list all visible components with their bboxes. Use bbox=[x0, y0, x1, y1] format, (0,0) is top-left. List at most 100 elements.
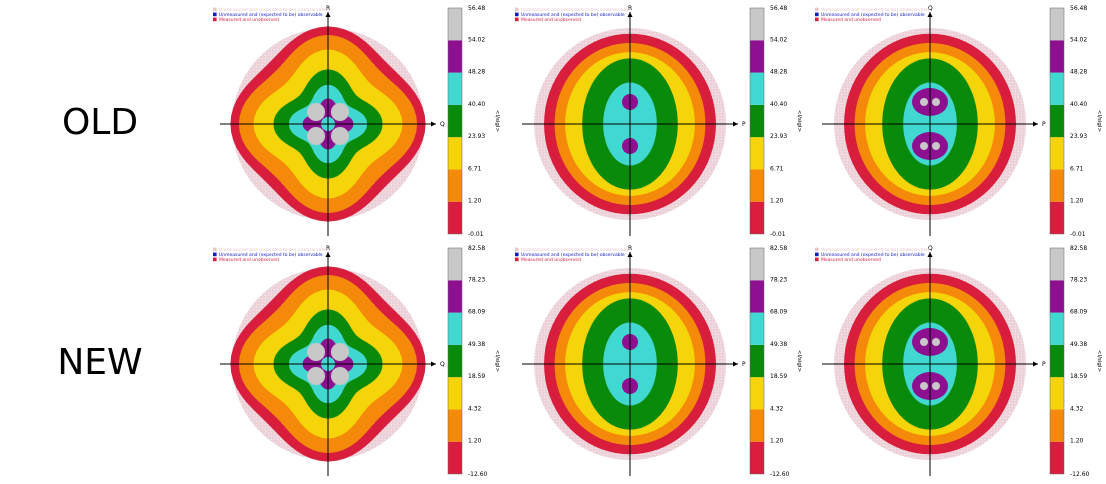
legend-measured-swatch-0 bbox=[213, 17, 217, 22]
colorbar-tick-4-0: -12.60 bbox=[770, 471, 790, 478]
colorbar-tick-0-3: 23.93 bbox=[468, 133, 485, 140]
colorbar-tick-1-4: 40.40 bbox=[770, 101, 787, 108]
colorbar-frame-2 bbox=[1049, 7, 1065, 235]
colorbar-tick-3-4: 49.38 bbox=[468, 341, 485, 348]
colorbar-tick-3-3: 18.59 bbox=[468, 373, 485, 380]
colorbar-tick-2-1: 1.20 bbox=[1070, 198, 1084, 205]
legend-unobservable-1: Unmeasured and (expected to be) unobserv… bbox=[521, 7, 631, 13]
colorbar-tick-1-3: 23.93 bbox=[770, 133, 787, 140]
legend-measured-3: Measured and unobserved bbox=[219, 257, 279, 263]
colorbar-segment-4-6 bbox=[750, 248, 764, 281]
row-label-old: OLD bbox=[61, 102, 139, 143]
core-lobe-0-3 bbox=[331, 127, 349, 145]
colorbar-tick-2-0: -0.01 bbox=[1070, 231, 1086, 238]
colorbar-segment-1-2 bbox=[750, 137, 764, 170]
colorbar-segment-2-6 bbox=[1050, 8, 1064, 41]
v-axis-arrow-5 bbox=[927, 252, 933, 257]
colorbar-segment-5-6 bbox=[1050, 248, 1064, 281]
colorbar-tick-1-6: 54.02 bbox=[770, 36, 787, 43]
legend-measured-swatch-2 bbox=[815, 17, 819, 22]
colorbar-segment-2-2 bbox=[1050, 137, 1064, 170]
colorbar-tick-1-7: 56.48 bbox=[770, 5, 787, 12]
legend-measured-swatch-5 bbox=[815, 257, 819, 262]
colorbar-segment-3-4 bbox=[448, 312, 462, 345]
colorbar-tick-0-1: 1.20 bbox=[468, 198, 482, 205]
colorbar-segment-3-0 bbox=[448, 441, 462, 474]
h-axis-arrow-4 bbox=[733, 361, 738, 367]
colorbar-tick-4-2: 4.32 bbox=[770, 405, 784, 412]
colorbar-segment-2-0 bbox=[1050, 201, 1064, 234]
colorbar-segment-4-0 bbox=[750, 441, 764, 474]
colorbar-segment-0-0 bbox=[448, 201, 462, 234]
legend-measured-0: Measured and unobserved bbox=[219, 17, 279, 23]
colorbar-label-2: <I/sigI> bbox=[1096, 110, 1102, 133]
legend-observable-swatch-4 bbox=[515, 252, 519, 257]
colorbar-frame-5 bbox=[1049, 247, 1065, 475]
legend-measured-swatch-1 bbox=[515, 17, 519, 22]
legend-measured-4: Measured and unobserved bbox=[521, 257, 581, 263]
colorbar-tick-0-6: 54.02 bbox=[468, 36, 485, 43]
colorbar-segment-0-3 bbox=[448, 104, 462, 138]
colorbar-tick-5-0: -12.60 bbox=[1070, 471, 1090, 478]
h-axis-label-5: P bbox=[1042, 361, 1046, 368]
legend-unobservable-4: Unmeasured and (expected to be) unobserv… bbox=[521, 247, 631, 253]
core-heart-hole-b-5-0 bbox=[932, 338, 940, 346]
legend-observable-swatch-5 bbox=[815, 252, 819, 257]
colorbar-tick-2-5: 48.28 bbox=[1070, 69, 1087, 76]
colorbar-segment-1-6 bbox=[750, 8, 764, 41]
colorbar-segment-2-1 bbox=[1050, 169, 1064, 202]
colorbar-frame-4 bbox=[749, 247, 765, 475]
colorbar-segment-2-4 bbox=[1050, 72, 1064, 105]
core-heart-hole-a-5-0 bbox=[920, 338, 928, 346]
legend-unobservable-swatch-5 bbox=[815, 247, 819, 252]
core-heart-hole-a-5-1 bbox=[920, 382, 928, 390]
v-axis-label-5: Q bbox=[928, 245, 933, 252]
legend-observable-swatch-1 bbox=[515, 12, 519, 17]
colorbar-segment-3-5 bbox=[448, 280, 462, 313]
legend-observable-5: Unmeasured and (expected to be) observab… bbox=[821, 252, 925, 258]
colorbar-tick-3-0: -12.60 bbox=[468, 471, 488, 478]
colorbar-segment-5-4 bbox=[1050, 312, 1064, 345]
colorbar-tick-4-1: 1.20 bbox=[770, 438, 784, 445]
legend-unobservable-3: Unmeasured and (expected to be) unobserv… bbox=[219, 247, 329, 253]
h-axis-label-0: Q bbox=[440, 121, 445, 128]
legend-unobservable-0: Unmeasured and (expected to be) unobserv… bbox=[219, 7, 329, 13]
colorbar-segment-1-1 bbox=[750, 169, 764, 202]
v-axis-arrow-1 bbox=[627, 12, 633, 17]
legend-unobservable-2: Unmeasured and (expected to be) unobserv… bbox=[821, 7, 931, 13]
colorbar-tick-0-5: 48.28 bbox=[468, 69, 485, 76]
v-axis-label-1: R bbox=[628, 5, 632, 12]
h-axis-arrow-1 bbox=[733, 121, 738, 127]
colorbar-segment-4-2 bbox=[750, 377, 764, 410]
colorbar-tick-4-7: 82.58 bbox=[770, 245, 787, 252]
legend-observable-1: Unmeasured and (expected to be) observab… bbox=[521, 12, 625, 18]
colorbar-segment-4-4 bbox=[750, 312, 764, 345]
legend-unobservable-swatch-4 bbox=[515, 247, 519, 252]
legend-measured-swatch-3 bbox=[213, 257, 217, 262]
colorbar-segment-1-4 bbox=[750, 72, 764, 105]
core-heart-hole-a-2-1 bbox=[920, 142, 928, 150]
colorbar-tick-4-4: 49.38 bbox=[770, 341, 787, 348]
row-label-new: NEW bbox=[57, 342, 143, 383]
colorbar-segment-2-5 bbox=[1050, 40, 1064, 73]
colorbar-segment-0-2 bbox=[448, 137, 462, 170]
colorbar-segment-4-3 bbox=[750, 344, 764, 378]
colorbar-tick-1-2: 6.71 bbox=[770, 165, 784, 172]
colorbar-tick-5-2: 4.32 bbox=[1070, 405, 1084, 412]
colorbar-tick-2-3: 23.93 bbox=[1070, 133, 1087, 140]
legend-unobservable-swatch-3 bbox=[213, 247, 217, 252]
legend-measured-swatch-4 bbox=[515, 257, 519, 262]
core-lobe-0-2 bbox=[307, 127, 325, 145]
colorbar-frame-3 bbox=[447, 247, 463, 475]
colorbar-tick-1-5: 48.28 bbox=[770, 69, 787, 76]
legend-observable-swatch-2 bbox=[815, 12, 819, 17]
colorbar-tick-2-2: 6.71 bbox=[1070, 165, 1084, 172]
colorbar-frame-1 bbox=[749, 7, 765, 235]
core-heart-hole-b-2-1 bbox=[932, 142, 940, 150]
h-axis-label-4: P bbox=[742, 361, 746, 368]
